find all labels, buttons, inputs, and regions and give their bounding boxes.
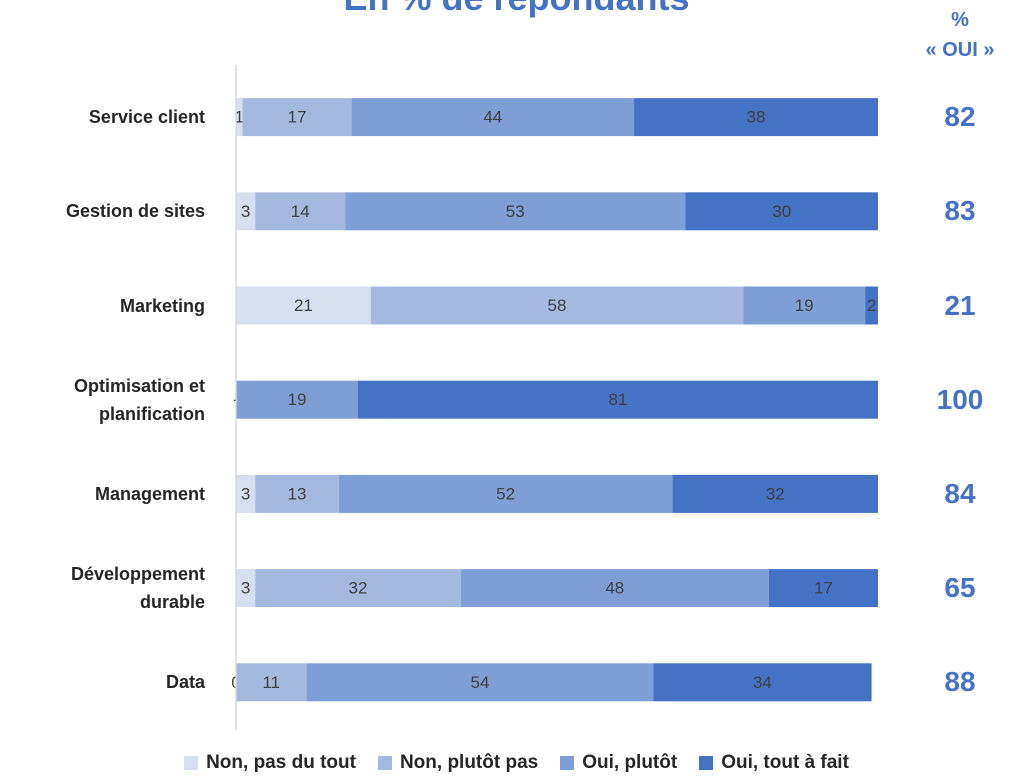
bar-segment bbox=[236, 380, 358, 419]
bar-segment bbox=[634, 98, 878, 137]
data-label: 14 bbox=[291, 202, 310, 221]
bar-segment bbox=[768, 569, 878, 608]
data-label: 13 bbox=[288, 484, 307, 503]
category-label: Service client bbox=[88, 107, 205, 128]
data-label: 21 bbox=[294, 296, 313, 315]
data-label: 3 bbox=[241, 484, 250, 503]
bar-segment bbox=[460, 569, 769, 608]
data-label: 34 bbox=[753, 673, 772, 692]
bar-segment bbox=[236, 98, 243, 137]
data-label: 81 bbox=[609, 390, 628, 409]
bar-segment bbox=[306, 663, 654, 702]
data-label: 53 bbox=[506, 202, 525, 221]
bar-segment bbox=[672, 474, 878, 513]
legend-item: Non, plutôt pas bbox=[377, 752, 539, 774]
category-label: Développement durable bbox=[70, 564, 205, 613]
legend-label: Oui, plutôt bbox=[582, 752, 678, 773]
oui-value: 84 bbox=[944, 477, 976, 509]
data-label: 30 bbox=[772, 202, 791, 221]
data-label: 19 bbox=[288, 390, 307, 409]
data-label: 58 bbox=[548, 296, 567, 315]
bar-segment bbox=[865, 286, 878, 325]
oui-header: « OUI » bbox=[925, 39, 995, 61]
bar-segment bbox=[236, 192, 256, 231]
bar-segment bbox=[236, 474, 256, 513]
data-label: 3 bbox=[241, 202, 250, 221]
bar-segment bbox=[357, 380, 879, 419]
legend-item: Non, pas du tout bbox=[184, 752, 356, 774]
data-label: 54 bbox=[470, 673, 489, 692]
data-label: 1 bbox=[234, 108, 243, 127]
data-label: 44 bbox=[483, 108, 502, 127]
bar-segment bbox=[236, 286, 371, 325]
chart-title: En % de répondants bbox=[0, 0, 1033, 18]
legend-item: Oui, plutôt bbox=[560, 752, 677, 774]
bar-segment bbox=[351, 98, 635, 137]
legend-swatch bbox=[699, 756, 714, 770]
legend-label: Non, pas du tout bbox=[206, 752, 356, 773]
bar-segment bbox=[653, 663, 872, 702]
bar-segment bbox=[685, 192, 878, 231]
category-label: Data bbox=[165, 672, 205, 693]
legend-item: Oui, tout à fait bbox=[699, 752, 849, 774]
data-label: 2 bbox=[867, 296, 876, 315]
data-label: 48 bbox=[605, 579, 624, 598]
oui-value: 21 bbox=[944, 289, 976, 321]
legend-label: Oui, tout à fait bbox=[721, 752, 849, 773]
bar-segment bbox=[345, 192, 686, 231]
bar-segment bbox=[255, 474, 339, 513]
oui-value: 83 bbox=[944, 195, 976, 227]
bar-segment bbox=[255, 192, 346, 231]
bar-segment bbox=[338, 474, 673, 513]
data-label: 19 bbox=[795, 296, 814, 315]
data-label: 32 bbox=[349, 579, 368, 598]
data-label: 17 bbox=[814, 579, 833, 598]
oui-value: 82 bbox=[944, 101, 976, 133]
bar-segment bbox=[236, 663, 307, 702]
bar-segment bbox=[255, 569, 461, 608]
oui-value: 65 bbox=[944, 572, 976, 604]
legend-label: Non, plutôt pas bbox=[399, 752, 539, 773]
category-label: Marketing bbox=[119, 295, 205, 316]
data-label: 52 bbox=[496, 484, 515, 503]
oui-value: 88 bbox=[944, 666, 976, 698]
bar-segment bbox=[370, 286, 744, 325]
category-label: Management bbox=[94, 483, 205, 504]
data-label: 32 bbox=[766, 484, 785, 503]
category-label: Gestion de sites bbox=[65, 201, 205, 222]
bar-segment bbox=[242, 98, 352, 137]
oui-header: % bbox=[951, 9, 969, 31]
data-label: 38 bbox=[747, 108, 766, 127]
legend: Non, pas du tout Non, plutôt pas Oui, plut… bbox=[0, 752, 1033, 774]
bar-segment bbox=[236, 569, 256, 608]
bar-segment bbox=[743, 286, 866, 325]
data-label: 17 bbox=[288, 108, 307, 127]
legend-swatch bbox=[560, 756, 575, 770]
legend-swatch bbox=[184, 756, 199, 770]
category-label: Optimisation et planification bbox=[73, 375, 205, 424]
data-label: 3 bbox=[241, 579, 250, 598]
legend-swatch bbox=[377, 756, 392, 770]
data-label: 11 bbox=[262, 673, 280, 692]
oui-value: 100 bbox=[936, 383, 984, 415]
